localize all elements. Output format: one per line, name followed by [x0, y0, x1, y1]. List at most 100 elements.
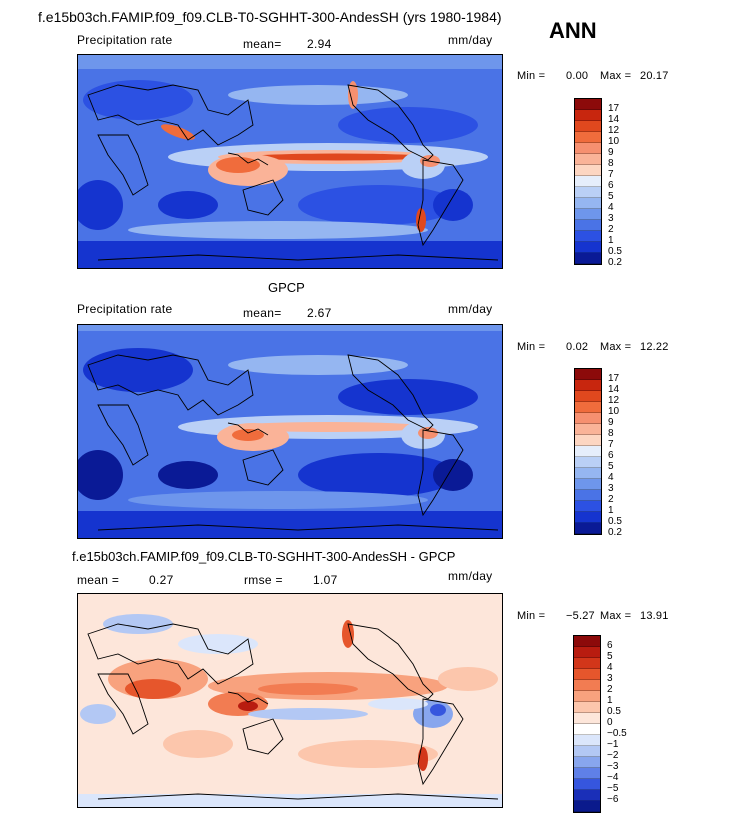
panel2-colorbar-tick-label: 0.2 — [608, 527, 622, 538]
panel3-min-label: Min = — [517, 610, 546, 622]
panel3-mean-label: mean = — [77, 573, 120, 587]
panel2-colorbar-tick-label: 4 — [608, 472, 614, 483]
panel3-colorbar-swatch — [574, 757, 600, 768]
panel2-colorbar-tick-label: 12 — [608, 395, 620, 406]
panel1-colorbar-tick-label: 10 — [608, 136, 620, 147]
panel1-max-value: 20.17 — [640, 70, 669, 82]
panel2-colorbar-tick-label: 1 — [608, 505, 614, 516]
panel2-mean-value: 2.67 — [307, 306, 332, 320]
panel3-min-value: −5.27 — [566, 610, 595, 622]
panel2-colorbar-tick-label: 2 — [608, 494, 614, 505]
panel3-colorbar-tick-label: −0.5 — [607, 728, 627, 739]
panel2-colorbar-swatch — [575, 468, 601, 479]
panel1-map — [77, 54, 503, 269]
panel2-colorbar-swatch — [575, 523, 601, 534]
season-label: ANN — [549, 18, 597, 43]
panel1-colorbar-tick-label: 6 — [608, 180, 614, 191]
panel3-colorbar-swatch — [574, 801, 600, 812]
panel2-colorbar-swatches — [574, 368, 602, 535]
panel3-title: f.e15b03ch.FAMIP.f09_f09.CLB-T0-SGHHT-30… — [72, 549, 456, 564]
panel2-map-graphic — [78, 325, 502, 538]
panel1-colorbar-swatch — [575, 176, 601, 187]
panel3-colorbar-swatches — [573, 635, 601, 813]
panel1-colorbar-tick-label: 0.5 — [608, 246, 622, 257]
panel3-map — [77, 593, 503, 808]
panel3-colorbar-tick-label: 0 — [607, 717, 613, 728]
panel2-colorbar-tick-label: 7 — [608, 439, 614, 450]
panel1-colorbar-swatch — [575, 110, 601, 121]
panel1-colorbar-tick-label: 2 — [608, 224, 614, 235]
panel1-colorbar-tick-label: 14 — [608, 114, 620, 125]
panel2-colorbar-tick-label: 5 — [608, 461, 614, 472]
panel1-mean-label: mean= — [243, 37, 282, 51]
panel1-min-label: Min = — [517, 70, 546, 82]
panel1-colorbar-swatch — [575, 154, 601, 165]
panel2-colorbar-swatch — [575, 435, 601, 446]
panel1-colorbar-tick-label: 0.2 — [608, 257, 622, 268]
panel1-colorbar-swatch — [575, 187, 601, 198]
panel2-colorbar-tick-label: 8 — [608, 428, 614, 439]
panel3-colorbar-tick-label: −2 — [607, 750, 619, 761]
panel3-colorbar-swatch — [574, 669, 600, 680]
panel1-colorbar-tick-label: 4 — [608, 202, 614, 213]
panel3-colorbar-tick-label: −1 — [607, 739, 619, 750]
panel1-colorbar-tick-label: 5 — [608, 191, 614, 202]
panel1-colorbar-swatch — [575, 121, 601, 132]
panel2-colorbar-tick-label: 17 — [608, 373, 620, 384]
panel2-colorbar-tick-label: 14 — [608, 384, 620, 395]
panel2-colorbar-tick-label: 3 — [608, 483, 614, 494]
panel2-max-value: 12.22 — [640, 341, 669, 353]
panel1-colorbar-swatches — [574, 98, 602, 265]
panel2-colorbar-swatch — [575, 512, 601, 523]
panel2-colorbar-tick-label: 10 — [608, 406, 620, 417]
panel2-colorbar-swatch — [575, 457, 601, 468]
panel3-max-value: 13.91 — [640, 610, 669, 622]
panel1-map-graphic — [78, 55, 502, 268]
panel2-colorbar-swatch — [575, 402, 601, 413]
panel3-colorbar-swatch — [574, 724, 600, 735]
main-title: f.e15b03ch.FAMIP.f09_f09.CLB-T0-SGHHT-30… — [38, 9, 502, 25]
panel3-colorbar-swatch — [574, 768, 600, 779]
panel3-colorbar-tick-label: 6 — [607, 640, 613, 651]
panel2-colorbar-swatch — [575, 479, 601, 490]
panel2-title: GPCP — [268, 280, 305, 295]
panel3-colorbar-swatch — [574, 691, 600, 702]
panel2-colorbar-tick-label: 6 — [608, 450, 614, 461]
panel1-units: mm/day — [448, 33, 493, 47]
panel2-colorbar-swatch — [575, 424, 601, 435]
panel1-colorbar-swatch — [575, 143, 601, 154]
panel2-colorbar-tick-label: 0.5 — [608, 516, 622, 527]
panel3-colorbar-swatch — [574, 658, 600, 669]
panel2-variable-label: Precipitation rate — [77, 302, 173, 316]
panel3-colorbar-swatch — [574, 702, 600, 713]
panel2-min-label: Min = — [517, 341, 546, 353]
panel1-colorbar-swatch — [575, 242, 601, 253]
panel3-map-graphic — [78, 594, 502, 807]
panel3-colorbar-tick-label: 4 — [607, 662, 613, 673]
panel3-mean-value: 0.27 — [149, 573, 174, 587]
panel1-colorbar-swatch — [575, 99, 601, 110]
panel3-colorbar-tick-label: −3 — [607, 761, 619, 772]
panel1-colorbar-swatch — [575, 132, 601, 143]
panel1-colorbar-tick-label: 1 — [608, 235, 614, 246]
panel3-colorbar-tick-label: 0.5 — [607, 706, 621, 717]
panel2-min-value: 0.02 — [566, 341, 589, 353]
panel2-units: mm/day — [448, 302, 493, 316]
panel3-rmse-value: 1.07 — [313, 573, 338, 587]
panel3-colorbar-swatch — [574, 735, 600, 746]
panel1-colorbar-tick-label: 9 — [608, 147, 614, 158]
panel1-colorbar-swatch — [575, 253, 601, 264]
panel3-colorbar-tick-label: −6 — [607, 794, 619, 805]
panel3-colorbar-swatch — [574, 636, 600, 647]
panel3-colorbar-swatch — [574, 680, 600, 691]
panel2-max-label: Max = — [600, 341, 632, 353]
panel2-mean-label: mean= — [243, 306, 282, 320]
panel2-colorbar-swatch — [575, 501, 601, 512]
panel3-colorbar-tick-label: −5 — [607, 783, 619, 794]
panel1-colorbar-tick-label: 12 — [608, 125, 620, 136]
panel1-min-value: 0.00 — [566, 70, 589, 82]
panel3-colorbar-tick-label: 1 — [607, 695, 613, 706]
panel1-colorbar-tick-label: 3 — [608, 213, 614, 224]
panel1-colorbar-swatch — [575, 165, 601, 176]
panel2-map — [77, 324, 503, 539]
